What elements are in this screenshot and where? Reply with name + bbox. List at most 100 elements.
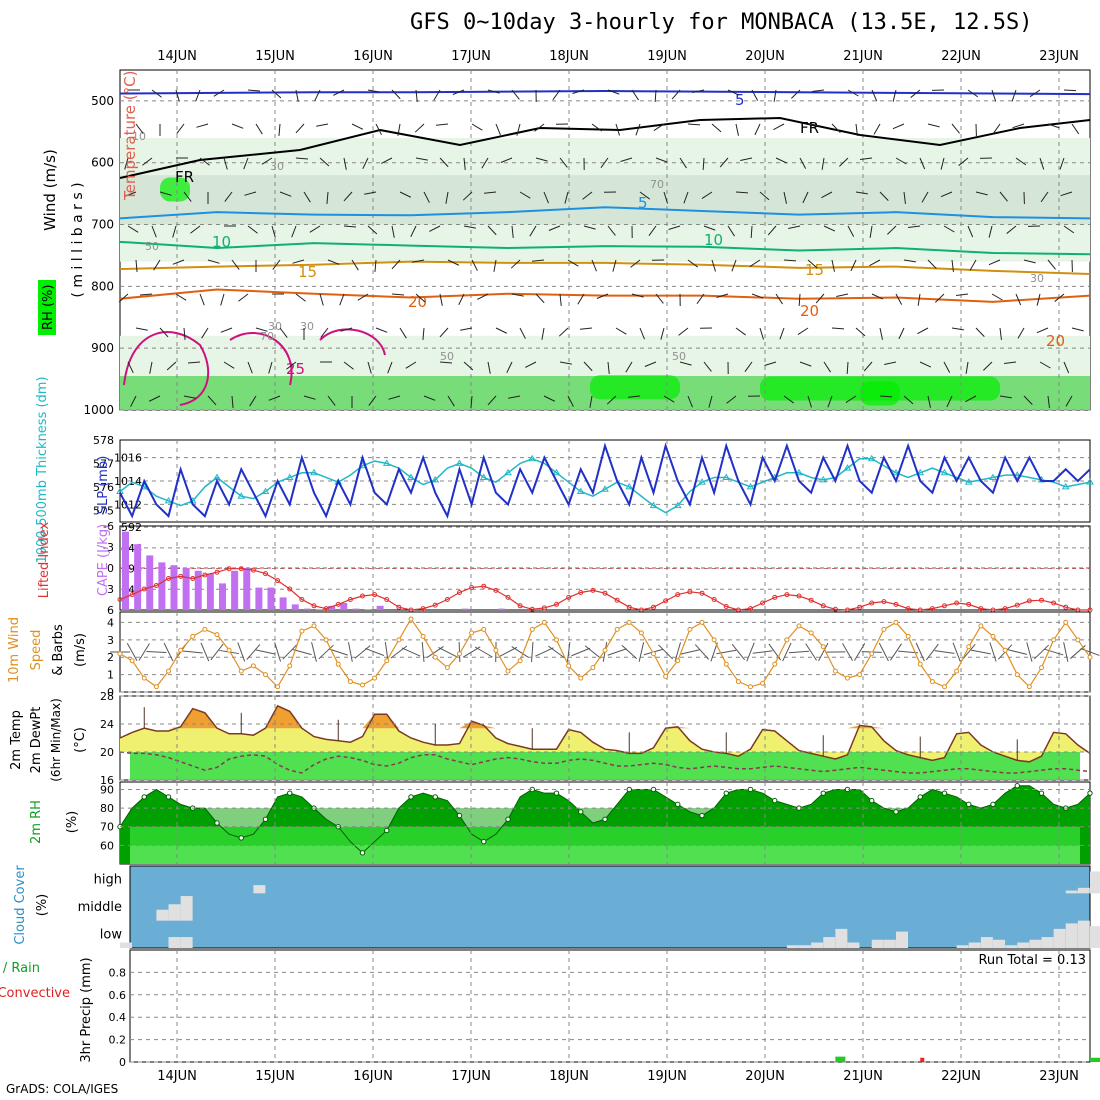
date-label-top: 23JUN [1039,49,1079,64]
wind-barb [855,191,868,195]
wind-speed-marker [590,665,596,671]
wind-barb [615,123,620,136]
contour-label: 20 [800,302,819,320]
date-label-bottom: 22JUN [941,1069,981,1084]
thickness-marker [237,492,246,499]
wind-barb [319,293,324,306]
wind-barb [726,395,737,404]
wind-barb [182,650,203,654]
date-label-bottom: 23JUN [1039,1069,1079,1084]
wind-barb [351,259,359,271]
wind-speed-marker [226,647,232,653]
wind-barb [244,191,257,196]
wind-barb [952,642,961,662]
li-marker [1063,604,1069,610]
precip-axis-label: 3hr Precip (mm) [79,957,94,1062]
wind-speed-marker [384,658,390,664]
thickness-marker [285,473,294,480]
wind-barb [600,157,609,169]
wind-barb [639,191,651,200]
wind-barb [172,225,177,238]
rh-marker [456,812,463,819]
li-marker [311,603,317,609]
wind-barb [295,123,305,134]
wind-barb [1059,157,1065,170]
cape-bar [122,531,129,610]
wind-barb [908,225,921,228]
li-marker [663,598,669,604]
rh-contour-label: 50 [440,350,454,363]
wind-speed-marker [929,679,935,685]
cloud-bar-low [847,942,860,948]
thickness-marker [1086,478,1094,485]
wind-barb [1071,327,1084,332]
y-tick-label: 900 [91,341,114,355]
wind-barb [727,89,740,96]
wind-barb [740,157,753,161]
wind-barb [821,191,833,199]
contour-label: 10 [212,233,231,251]
wind-barb [231,123,244,129]
wind-barb [508,395,521,399]
wind-barb [879,191,889,201]
cloud-bar-low [1005,945,1018,948]
y-tick-label: 600 [91,156,114,170]
wind-speed-marker [966,644,972,650]
wind-barb [711,259,716,272]
wind-barb [791,89,801,99]
wind-barb [850,259,857,272]
date-label-top: 17JUN [451,49,491,64]
wind-barb [535,647,554,657]
wind-barb [487,89,500,94]
wind-barb [863,361,873,372]
rh-marker [820,790,826,796]
wind-barb [679,157,687,169]
wind-barb [731,643,746,661]
y-tick-label: 1000 [83,403,114,417]
wind-barb [532,259,545,262]
wind-barb [807,395,812,408]
wind-speed-marker [699,619,705,625]
wind-barb [708,395,713,408]
wind-barb [764,361,777,366]
wind-barb [839,157,849,167]
li-tick-label: 0 [107,562,114,575]
thickness-marker [504,468,512,476]
wind-barb [951,259,954,272]
wind-barb [326,191,329,204]
rh-marker [505,816,511,822]
wind-barb [237,642,246,662]
thickness-marker [479,473,488,480]
date-label-top: 14JUN [157,49,197,64]
wind-barb [879,327,883,340]
wind-barb [272,259,281,270]
wind-barb [255,649,276,655]
wind-barb [127,225,139,233]
precip-tick-label: 0 [119,1056,126,1069]
wind-barb [967,89,979,98]
wind-barb [295,293,306,302]
wind-barb [135,123,144,134]
wind-speed-marker [808,630,814,636]
wind-speed-marker [311,623,317,629]
wind-barb [855,327,866,337]
wind-barb [247,225,258,234]
date-label-bottom: 21JUN [843,1069,883,1084]
li-marker [360,593,365,599]
wind-barb [991,89,997,102]
wind-barb [687,395,693,408]
wind-barb [992,123,1001,135]
wind-barb [1036,293,1041,306]
thickness-marker [698,478,706,485]
rh-legend-swatch [38,280,56,335]
wind-barb [243,157,249,170]
wind-barb [823,361,831,373]
rh-band-base [130,845,1080,864]
wind-barb [439,293,443,306]
li-marker [857,604,863,610]
isotherm-25-line [123,328,386,406]
wind-barb [1047,395,1050,408]
li-marker [675,592,681,598]
contour-label: FR [175,168,194,186]
cloud-bar-low [1090,926,1100,948]
